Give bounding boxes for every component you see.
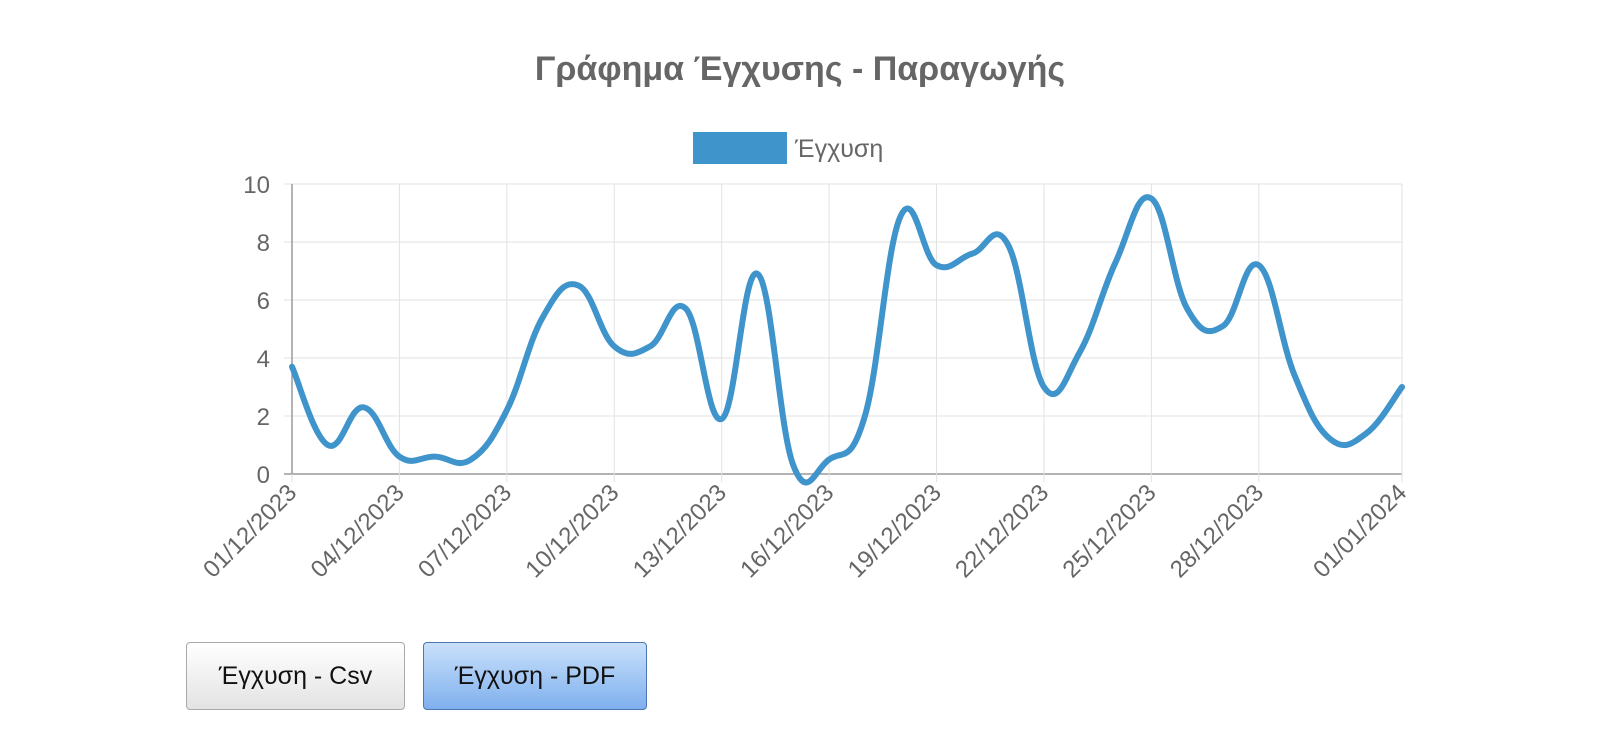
x-tick-label: 19/12/2023 bbox=[843, 479, 947, 583]
x-tick-label: 13/12/2023 bbox=[628, 479, 732, 583]
x-tick-label: 04/12/2023 bbox=[306, 479, 410, 583]
data-point bbox=[504, 407, 510, 413]
data-point bbox=[1113, 259, 1119, 265]
data-point bbox=[396, 454, 402, 460]
x-tick-label: 25/12/2023 bbox=[1058, 479, 1162, 583]
x-tick-label: 10/12/2023 bbox=[520, 479, 624, 583]
data-point bbox=[1363, 430, 1369, 436]
x-tick-label: 01/12/2023 bbox=[198, 479, 302, 583]
data-point bbox=[432, 454, 438, 460]
x-tick-label: 28/12/2023 bbox=[1165, 479, 1269, 583]
data-point bbox=[934, 262, 940, 268]
data-point bbox=[683, 306, 689, 312]
export-csv-button[interactable]: Έγχυση - Csv bbox=[186, 642, 405, 710]
data-point bbox=[1005, 242, 1011, 248]
export-pdf-button[interactable]: Έγχυση - PDF bbox=[423, 642, 647, 710]
data-point bbox=[1220, 323, 1226, 329]
data-point bbox=[325, 442, 331, 448]
data-point bbox=[1077, 349, 1083, 355]
data-point bbox=[754, 271, 760, 277]
data-point bbox=[468, 457, 474, 462]
x-tick-label: 07/12/2023 bbox=[413, 479, 517, 583]
data-point bbox=[719, 416, 725, 422]
x-tick-label: 16/12/2023 bbox=[735, 479, 839, 583]
data-point bbox=[1041, 384, 1047, 390]
data-point bbox=[1256, 262, 1262, 268]
series-line bbox=[289, 194, 1405, 486]
data-point bbox=[540, 314, 546, 320]
x-tick-label: 22/12/2023 bbox=[950, 479, 1054, 583]
y-tick-label: 8 bbox=[257, 230, 270, 257]
legend-swatch bbox=[693, 132, 787, 164]
data-point bbox=[611, 343, 617, 349]
data-point bbox=[1399, 384, 1405, 390]
y-tick-label: 2 bbox=[257, 404, 270, 431]
data-point bbox=[289, 364, 295, 370]
data-point bbox=[647, 343, 653, 349]
data-point bbox=[1148, 196, 1154, 201]
y-tick-label: 4 bbox=[257, 346, 270, 373]
data-point bbox=[575, 283, 581, 288]
legend-label: Έγχυση bbox=[794, 135, 883, 163]
data-point bbox=[361, 404, 367, 410]
data-point bbox=[790, 462, 796, 468]
y-tick-label: 6 bbox=[257, 288, 270, 315]
data-point bbox=[1327, 436, 1333, 442]
data-point bbox=[1292, 372, 1298, 378]
data-point bbox=[969, 251, 975, 257]
data-point bbox=[826, 457, 832, 462]
x-tick-label: 01/01/2024 bbox=[1308, 479, 1412, 583]
data-point bbox=[1184, 306, 1190, 312]
data-point bbox=[898, 213, 904, 219]
chart-title: Γράφημα Έγχυσης - Παραγωγής bbox=[535, 50, 1065, 88]
data-point bbox=[862, 413, 868, 419]
chart: Γράφημα Έγχυσης - Παραγωγής Έγχυση 0 2 4 6 8… bbox=[198, 50, 1412, 583]
y-tick-label: 0 bbox=[257, 462, 270, 489]
y-tick-label: 10 bbox=[243, 172, 270, 199]
